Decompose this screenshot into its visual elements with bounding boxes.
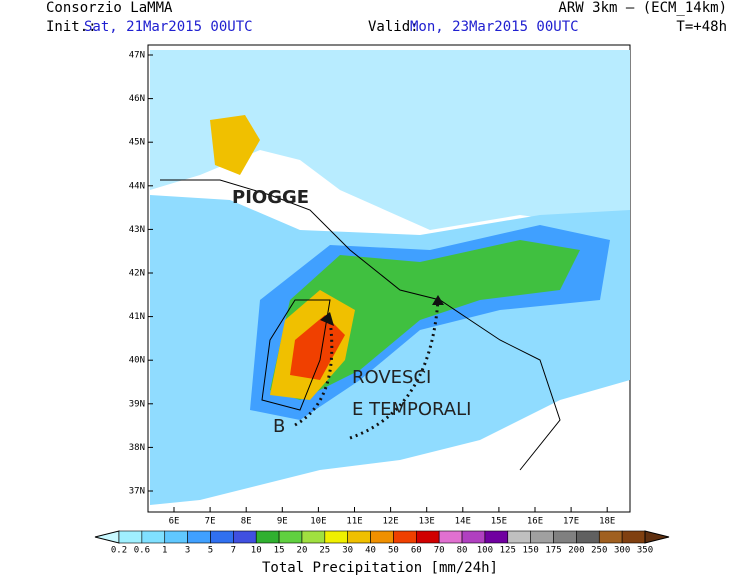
- valid-label: Valid:: [368, 19, 419, 35]
- lon-label: 8E: [241, 517, 252, 527]
- colorbar-box: [598, 530, 623, 544]
- colorbar-box: [118, 530, 143, 544]
- precip-north: [150, 50, 630, 230]
- colorbar-box: [553, 530, 577, 544]
- lat-label: 39N: [129, 399, 145, 409]
- lat-label: 43N: [129, 225, 145, 235]
- lon-label: 9E: [277, 517, 288, 527]
- lat-label: 46N: [129, 94, 145, 104]
- arrow-head-2: [432, 295, 444, 305]
- colorbar-label: 10: [251, 546, 262, 556]
- colorbar-label: 350: [637, 546, 653, 556]
- colorbar-arrow: [94, 530, 120, 544]
- annotation: B: [273, 416, 285, 437]
- precip-alps: [210, 115, 260, 175]
- model: ARW 3km – (ECM_14km): [558, 0, 727, 16]
- colorbar-label: 3: [185, 546, 190, 556]
- colorbar-title: Total Precipitation [mm/24h]: [262, 560, 498, 576]
- lon-label: 7E: [205, 517, 216, 527]
- lat-label: 45N: [129, 138, 145, 148]
- lon-label: 14E: [455, 517, 471, 527]
- colorbar-label: 200: [568, 546, 584, 556]
- lat-label: 47N: [129, 51, 145, 61]
- lead-time: T=+48h: [676, 19, 727, 35]
- colorbar-arrow: [644, 530, 670, 544]
- colorbar-box: [530, 530, 554, 544]
- colorbar-label: 1: [162, 546, 167, 556]
- coast-italy: [160, 179, 561, 471]
- precip-green: [270, 240, 580, 400]
- colorbar-label: 5: [208, 546, 213, 556]
- colorbar-label: 60: [411, 546, 422, 556]
- annotation: PIOGGE: [232, 187, 309, 208]
- lon-label: 11E: [346, 517, 362, 527]
- arrow-path-2: [349, 299, 440, 440]
- lat-label: 38N: [129, 443, 145, 453]
- map: PIOGGE B ROVESCI E TEMPORALI: [147, 44, 631, 513]
- colorbar-box: [210, 530, 234, 544]
- annotation: ROVESCI: [352, 367, 431, 388]
- colorbar-box: [393, 530, 417, 544]
- colorbar-label: 175: [545, 546, 561, 556]
- init-label: Init.:: [46, 19, 97, 35]
- precip-max: [290, 315, 345, 380]
- init-value: Sat, 21Mar2015 00UTC: [84, 19, 253, 35]
- annotation: E TEMPORALI: [352, 399, 471, 420]
- valid-value: Mon, 23Mar2015 00UTC: [410, 19, 579, 35]
- colorbar-label: 80: [457, 546, 468, 556]
- colorbar-box: [233, 530, 257, 544]
- lat-label: 44N: [129, 181, 145, 191]
- colorbar-box: [187, 530, 211, 544]
- lat-label: 41N: [129, 312, 145, 322]
- arrow-head-1: [320, 312, 334, 326]
- left-title: Consorzio LaMMA: [46, 0, 173, 16]
- colorbar-label: 150: [523, 546, 539, 556]
- colorbar-label: 0.2: [111, 546, 127, 556]
- colorbar-box: [255, 530, 280, 544]
- coast-sardinia: [261, 299, 331, 411]
- colorbar-box: [347, 530, 371, 544]
- lon-label: 18E: [599, 517, 615, 527]
- colorbar-label: 30: [342, 546, 353, 556]
- colorbar-box: [621, 530, 646, 544]
- lon-label: 12E: [382, 517, 398, 527]
- colorbar-box: [416, 530, 440, 544]
- colorbar-box: [370, 530, 394, 544]
- colorbar-box: [141, 530, 166, 544]
- lat-label: 40N: [129, 356, 145, 366]
- colorbar-box: [576, 530, 600, 544]
- colorbar-label: 25: [319, 546, 330, 556]
- colorbar-label: 50: [388, 546, 399, 556]
- colorbar-box: [324, 530, 348, 544]
- colorbar-label: 40: [365, 546, 376, 556]
- colorbar-label: 125: [500, 546, 516, 556]
- colorbar-label: 7: [231, 546, 236, 556]
- lon-label: 17E: [563, 517, 579, 527]
- colorbar-box: [438, 530, 463, 544]
- colorbar-box: [278, 530, 303, 544]
- colorbar-label: 20: [297, 546, 308, 556]
- colorbar-label: 300: [614, 546, 630, 556]
- colorbar-label: 70: [434, 546, 445, 556]
- colorbar-box: [164, 530, 188, 544]
- colorbar-box: [461, 530, 486, 544]
- colorbar-label: 100: [477, 546, 493, 556]
- colorbar-box: [301, 530, 326, 544]
- colorbar-label: 250: [591, 546, 607, 556]
- lon-label: 15E: [491, 517, 507, 527]
- lon-label: 16E: [527, 517, 543, 527]
- lon-label: 10E: [310, 517, 326, 527]
- lon-label: 13E: [419, 517, 435, 527]
- colorbar-label: 0.6: [134, 546, 150, 556]
- lat-label: 42N: [129, 269, 145, 279]
- lat-label: 37N: [129, 487, 145, 497]
- map-axes: 47N 46N 45N 44N 43N 42N 41N 40N 39N 38N 37N 6E 7E 8E 9…: [129, 51, 616, 527]
- colorbar-label: 15: [274, 546, 285, 556]
- lon-label: 6E: [169, 517, 180, 527]
- colorbar-box: [507, 530, 531, 544]
- colorbar: 0.2 0.6 1 3 5 7 10 15 20 25 30 40 50 60 70 80 100 125 150 1…: [94, 530, 670, 556]
- colorbar-box: [484, 530, 509, 544]
